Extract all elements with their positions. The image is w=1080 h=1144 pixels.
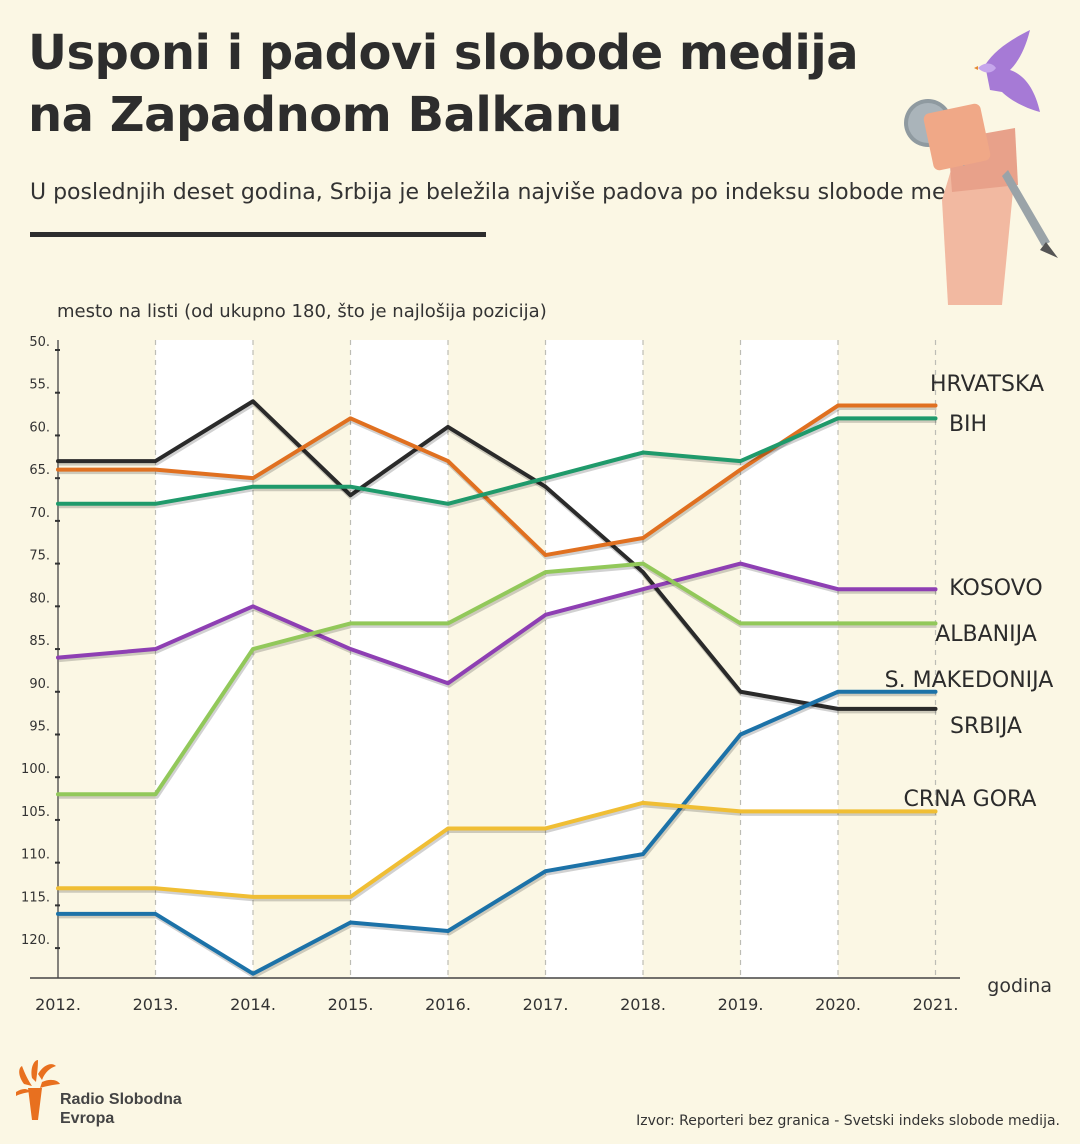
x-tick-label: 2020. [815,995,861,1014]
y-tick-label: 120. [21,933,50,948]
y-tick-label: 65. [29,463,50,478]
brand-line-2: Evropa [60,1110,115,1127]
y-tick-label: 100. [21,762,50,777]
x-tick-label: 2021. [913,995,959,1014]
title-line-2: na Zapadnom Balkanu [28,87,623,143]
column-band [155,340,253,978]
x-tick-label: 2019. [718,995,764,1014]
series-label-kosovo: KOSOVO [949,576,1042,601]
line-chart: mesto na listi (od ukupno 180, što je na… [21,301,1054,1014]
column-band [350,340,448,978]
series-label-bih: BIH [949,412,987,437]
series-line-crna-gora [56,800,938,899]
title-divider [30,232,486,237]
y-tick-label: 50. [29,335,50,350]
y-tick-label: 90. [29,677,50,692]
series-label-srbija: SRBIJA [950,714,1022,739]
column-band [545,340,643,978]
series-label-albanija: ALBANIJA [935,622,1037,647]
x-tick-label: 2012. [35,995,81,1014]
y-tick-label: 110. [21,848,50,863]
x-axis-title: godina [987,975,1052,997]
series-line-bih [56,416,938,506]
page-title: Usponi i padovi slobode medija na Zapadn… [28,22,859,146]
y-tick-label: 75. [29,549,50,564]
microphone-hand-dove-illustration [904,30,1058,305]
series-label-s-makedonija: S. MAKEDONIJA [885,668,1054,693]
title-line-1: Usponi i padovi slobode medija [28,25,859,81]
x-tick-label: 2018. [620,995,666,1014]
series-label-hrvatska: HRVATSKA [930,372,1044,397]
series-line-kosovo [56,561,938,686]
brand-line-1: Radio Slobodna [60,1091,182,1108]
rse-logo-icon [16,1060,60,1120]
brand-name: Radio Slobodna Evropa [60,1090,182,1128]
y-tick-label: 70. [29,506,50,521]
series-shadow-bih [59,417,937,509]
source-note: Izvor: Reporteri bez granica - Svetski i… [636,1113,1060,1129]
x-tick-label: 2013. [133,995,179,1014]
y-tick-label: 85. [29,634,50,649]
y-axis-title: mesto na listi (od ukupno 180, što je na… [57,301,547,322]
series-line-s-makedonija [56,689,938,976]
x-tick-label: 2017. [523,995,569,1014]
x-tick-label: 2015. [328,995,374,1014]
y-tick-label: 60. [29,420,50,435]
subtitle: U poslednjih deset godina, Srbija je bel… [30,180,993,205]
y-tick-label: 95. [29,719,50,734]
y-tick-label: 115. [21,890,50,905]
x-tick-label: 2014. [230,995,276,1014]
series-line-albanija [56,561,938,797]
x-tick-label: 2016. [425,995,471,1014]
y-tick-label: 80. [29,591,50,606]
series-line-srbija [56,399,938,711]
column-band [740,340,838,978]
y-tick-label: 105. [21,805,50,820]
series-label-crna-gora: CRNA GORA [904,787,1037,812]
y-tick-label: 55. [29,378,50,393]
